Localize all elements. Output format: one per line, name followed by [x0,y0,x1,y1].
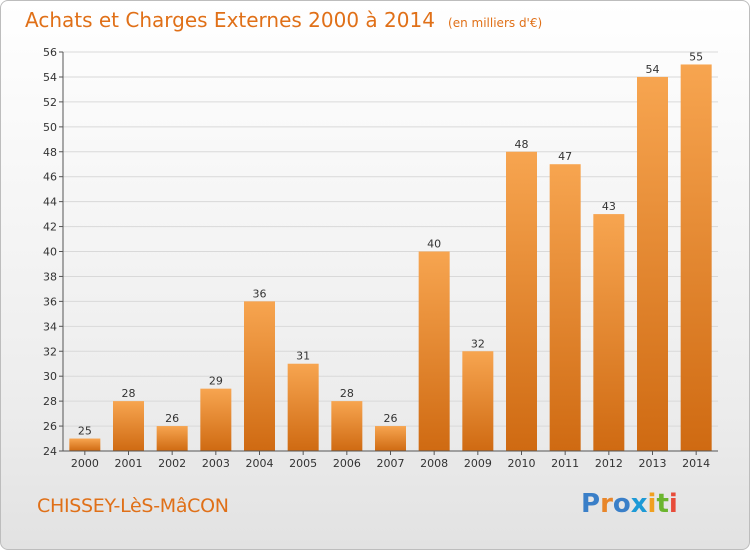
bars [69,64,712,451]
x-tick-label: 2013 [639,457,667,470]
logo-letter: x [630,489,648,519]
bar-2000 [69,438,101,451]
bar-2001 [113,401,144,451]
value-label: 26 [165,412,179,425]
bar-2010 [506,151,537,451]
value-label: 31 [296,350,310,363]
title-row: Achats et Charges Externes 2000 à 2014 (… [25,8,542,32]
y-tick-label: 42 [43,221,57,234]
x-tick-label: 2007 [377,457,405,470]
logo-letter: i [668,489,678,519]
bar-2008 [418,251,450,451]
proxiti-logo[interactable]: Proxiti [581,489,678,519]
bar-2006 [331,401,363,451]
y-tick-label: 40 [43,246,57,259]
value-label: 28 [122,387,136,400]
bar-2012 [593,214,625,451]
y-tick-label: 34 [43,320,57,333]
y-tick-label: 52 [43,96,57,109]
x-tick-label: 2001 [115,457,143,470]
bar-2013 [637,76,668,451]
y-tick-label: 32 [43,345,57,358]
y-tick-label: 48 [43,146,57,159]
bar-2009 [462,351,494,451]
logo-letter: t [656,489,669,519]
commune-name: CHISSEY-LèS-MâCON [37,495,229,517]
x-tick-label: 2008 [420,457,448,470]
bar-2004 [244,301,275,451]
y-tick-label: 44 [43,196,57,209]
x-tick-label: 2003 [202,457,230,470]
x-tick-label: 2014 [682,457,710,470]
value-label: 40 [427,238,441,251]
y-tick-label: 30 [43,370,57,383]
bar-2005 [287,363,319,451]
x-tick-label: 2002 [158,457,186,470]
axes: 24 26 28 30 32 34 36 38 40 42 44 46 48 50 52 54 56 2000 20… [43,46,718,470]
logo-letter: o [612,489,631,519]
bar-2014 [680,64,712,451]
bar-2002 [156,426,188,451]
bar-2007 [375,426,406,451]
chart-title: Achats et Charges Externes 2000 à 2014 [25,8,435,32]
bar-2011 [549,164,581,451]
x-tick-label: 2006 [333,457,361,470]
x-tick-label: 2004 [246,457,274,470]
y-tick-label: 28 [43,395,57,408]
bar-2003 [200,388,232,451]
x-tick-label: 2005 [289,457,317,470]
y-tick-label: 36 [43,295,57,308]
chart-subtitle: (en milliers d'€) [448,16,543,30]
value-label: 26 [384,412,398,425]
value-label: 43 [602,200,616,213]
value-label: 29 [209,375,223,388]
y-tick-label: 38 [43,270,57,283]
y-tick-label: 24 [43,445,57,458]
logo-letter: P [581,489,601,519]
y-tick-label: 50 [43,121,57,134]
value-labels: 25 28 26 29 36 31 28 26 40 32 48 47 43 54 55 [78,50,703,437]
value-label: 32 [471,337,485,350]
logo-letter: i [647,489,657,519]
y-tick-label: 46 [43,171,57,184]
x-tick-label: 2012 [595,457,623,470]
value-label: 25 [78,425,92,438]
value-label: 36 [253,287,267,300]
y-tick-label: 54 [43,71,57,84]
value-label: 55 [689,50,703,63]
logo-letter: r [600,489,613,519]
value-label: 54 [646,63,660,76]
value-label: 48 [515,138,529,151]
x-tick-label: 2010 [508,457,536,470]
x-tick-label: 2009 [464,457,492,470]
x-tick-label: 2011 [551,457,579,470]
x-tick-label: 2000 [71,457,99,470]
value-label: 47 [558,150,572,163]
y-tick-label: 26 [43,420,57,433]
value-label: 28 [340,387,354,400]
y-tick-label: 56 [43,46,57,59]
